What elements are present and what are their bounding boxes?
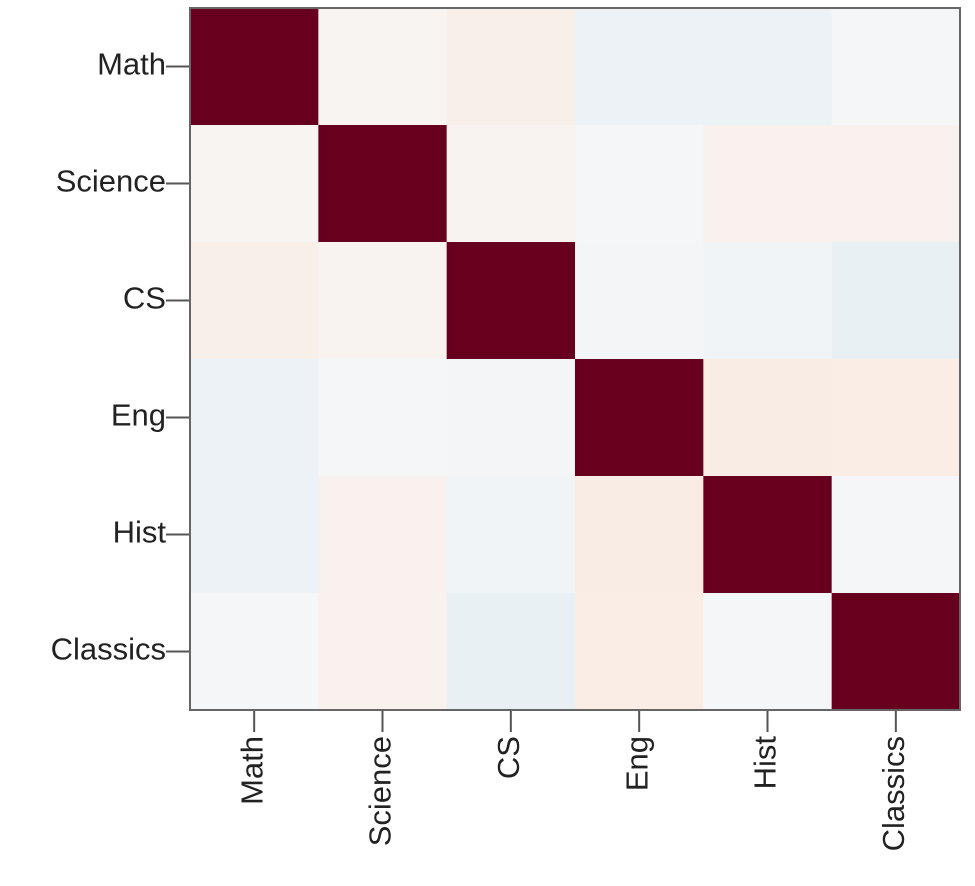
- heatmap-cell: [575, 359, 704, 477]
- x-tick-label: CS: [491, 736, 526, 779]
- heatmap-cell: [575, 476, 704, 594]
- x-tick-label: Science: [363, 736, 398, 846]
- heatmap-cell: [575, 242, 704, 360]
- heatmap-cell: [703, 476, 833, 594]
- heatmap-cell: [831, 125, 961, 243]
- heatmap-cell: [318, 242, 448, 360]
- y-tick-label: Science: [56, 164, 166, 199]
- x-tick-label: Classics: [876, 736, 911, 851]
- heatmap-cell: [831, 8, 961, 126]
- heatmap-cell: [190, 593, 319, 711]
- heatmap-cell: [190, 242, 319, 360]
- heatmap-cell: [575, 125, 704, 243]
- heatmap-cell: [575, 8, 704, 126]
- plot-frame: [189, 7, 961, 711]
- y-tick-label: CS: [123, 281, 166, 316]
- heatmap-cell: [446, 8, 576, 126]
- heatmap-cell: [575, 593, 704, 711]
- heatmap-cell: [318, 8, 448, 126]
- heatmap-cells: [190, 8, 961, 711]
- heatmap-cell: [831, 359, 961, 477]
- heatmap-cell: [446, 125, 576, 243]
- heatmap-cell: [318, 476, 448, 594]
- heatmap-cell: [446, 359, 576, 477]
- heatmap-cell: [318, 359, 448, 477]
- x-tick-label: Eng: [619, 736, 654, 791]
- heatmap-cell: [318, 125, 448, 243]
- axes: Math Math Science Science CS CS Eng Eng Hist Hist…: [51, 47, 911, 852]
- heatmap-cell: [831, 242, 961, 360]
- heatmap-cell: [446, 476, 576, 594]
- heatmap-cell: [190, 476, 319, 594]
- y-tick-label: Eng: [111, 398, 166, 433]
- heatmap-cell: [703, 242, 833, 360]
- heatmap-cell: [190, 359, 319, 477]
- heatmap-cell: [703, 125, 833, 243]
- heatmap-cell: [703, 8, 833, 126]
- y-tick-label: Hist: [113, 515, 167, 550]
- heatmap-cell: [831, 593, 961, 711]
- heatmap-cell: [318, 593, 448, 711]
- heatmap-cell: [190, 125, 319, 243]
- heatmap-cell: [831, 476, 961, 594]
- heatmap-cell: [446, 242, 576, 360]
- heatmap-cell: [190, 8, 319, 126]
- heatmap-cell: [446, 593, 576, 711]
- x-tick-label: Hist: [748, 736, 783, 790]
- y-tick-label: Classics: [51, 632, 166, 667]
- y-tick-label: Math: [97, 47, 166, 82]
- heatmap-cell: [703, 359, 833, 477]
- x-tick-label: Math: [234, 736, 269, 805]
- heatmap-cell: [703, 593, 833, 711]
